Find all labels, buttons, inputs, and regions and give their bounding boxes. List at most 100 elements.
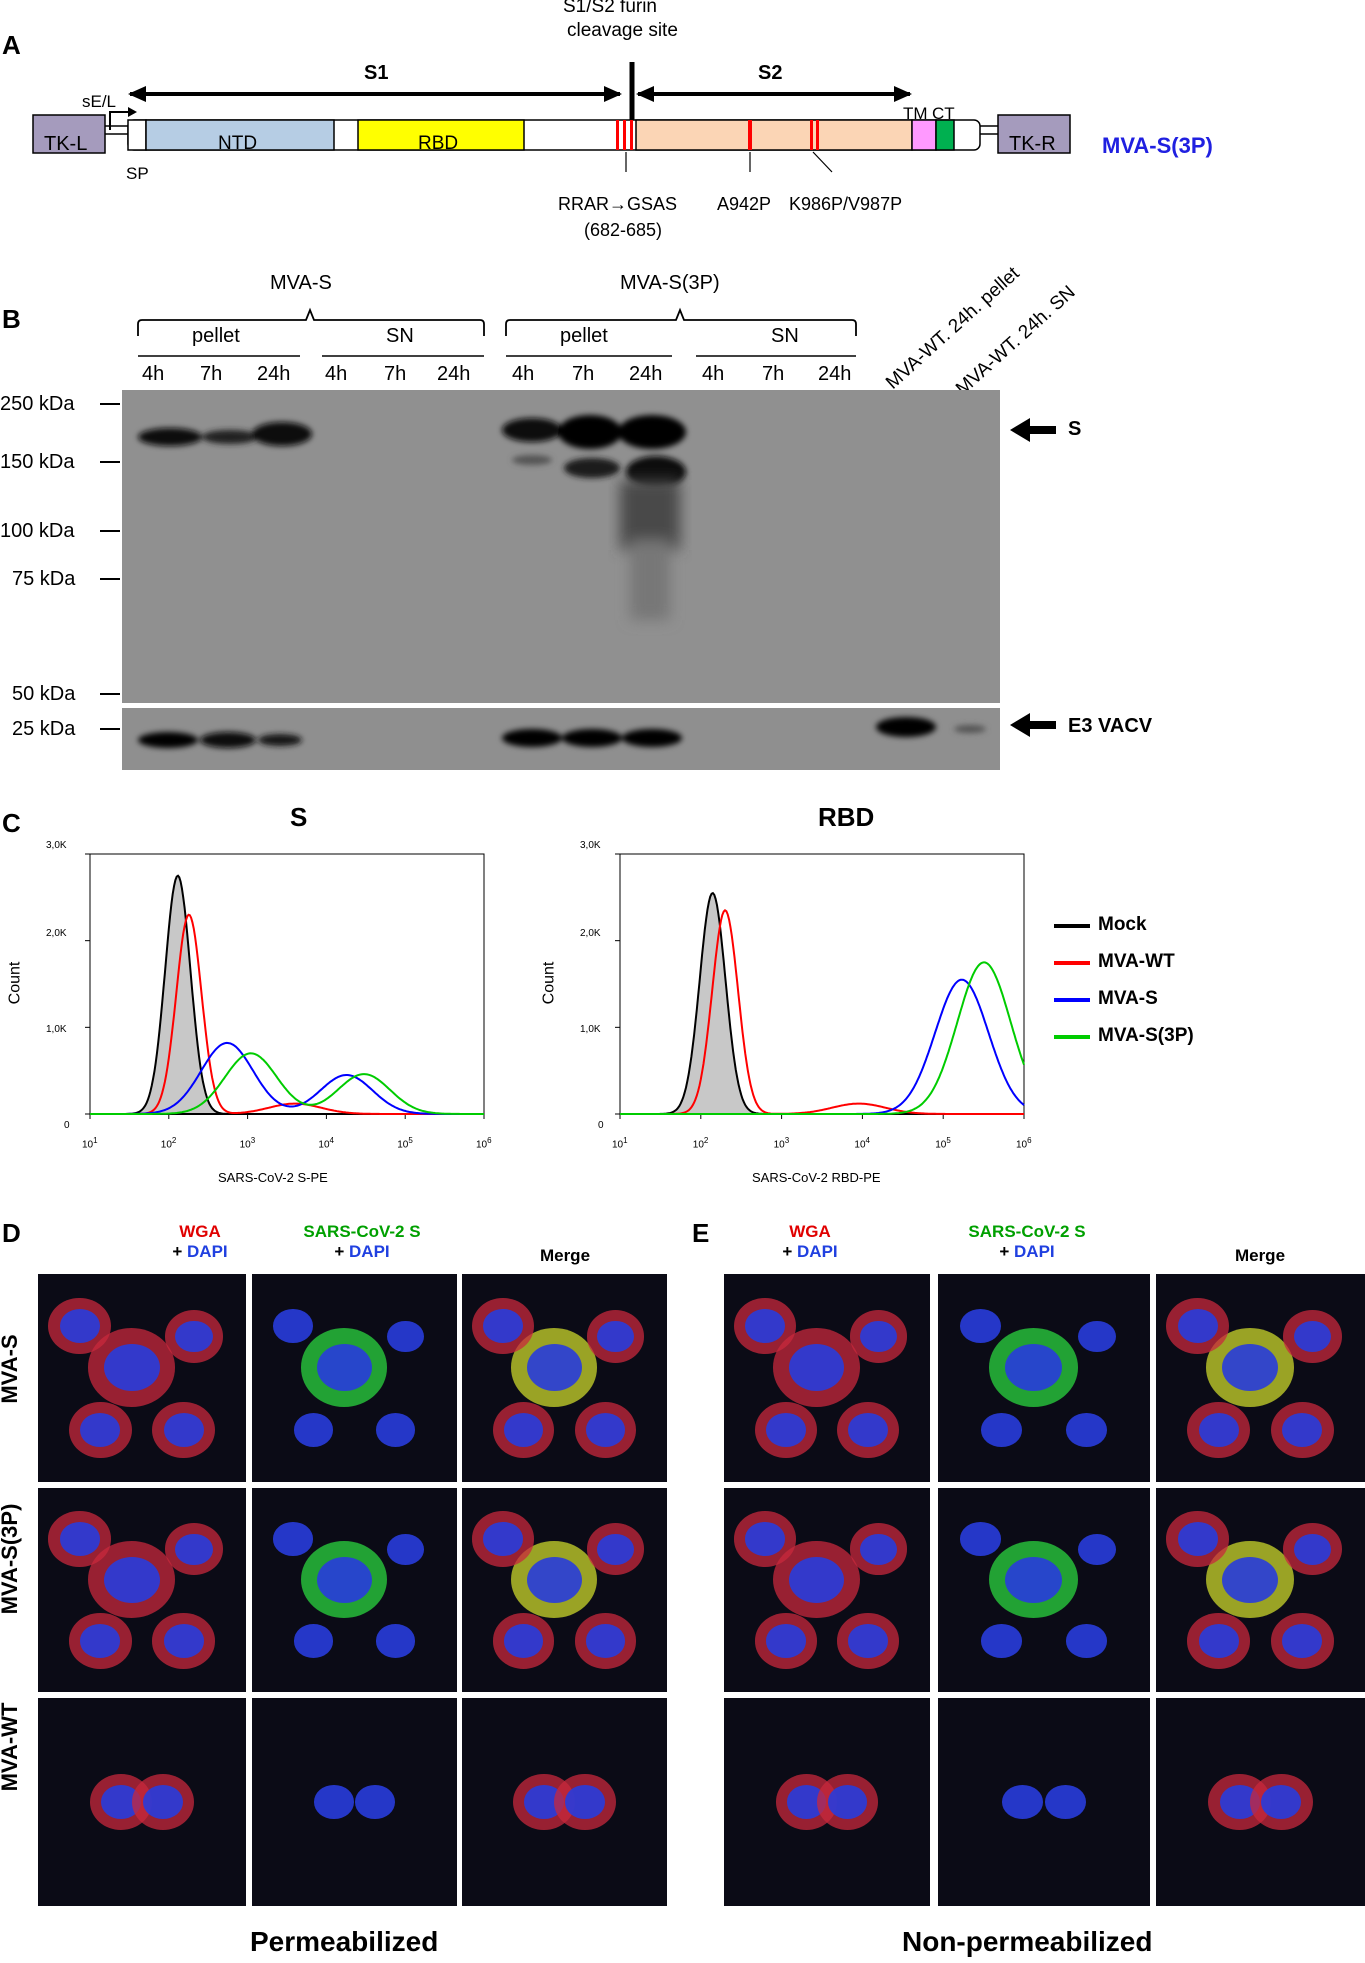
time-24h-1: 24h: [257, 363, 291, 385]
x-tick-base: 10: [160, 1139, 172, 1151]
cell-nucleus: [293, 1413, 334, 1447]
x-tick-base: 10: [476, 1139, 488, 1151]
x-tick-exp: 5: [408, 1136, 413, 1145]
cell-nucleus: [745, 1309, 785, 1343]
western-blot: [100, 390, 1056, 770]
header-d-dapi-2: DAPI: [349, 1242, 390, 1261]
time-24h-2: 24h: [437, 363, 471, 385]
micrograph-tile: [38, 1698, 246, 1906]
x-tick-label: 102: [161, 1136, 177, 1150]
x-tick-label: 106: [1016, 1136, 1032, 1150]
cell-nucleus: [848, 1624, 888, 1658]
mutation-3-label: K986P/V987P: [789, 194, 903, 214]
time-24h-4: 24h: [818, 363, 852, 385]
cell-nucleus: [316, 1556, 372, 1603]
cell-nucleus: [1177, 1522, 1218, 1556]
cell-nucleus: [142, 1785, 183, 1819]
x-tick-label: 104: [854, 1136, 870, 1150]
cell-nucleus: [175, 1320, 213, 1353]
time-4h-3: 4h: [512, 363, 535, 385]
cleavage-label-1: S1/S2 furin: [563, 0, 657, 17]
flow-title-s: S: [290, 802, 308, 832]
cell-nucleus: [103, 1556, 160, 1603]
micrograph-tile: [462, 1488, 667, 1692]
time-4h-2: 4h: [325, 363, 348, 385]
cell-nucleus: [375, 1624, 416, 1658]
cell-nucleus: [387, 1320, 425, 1353]
row-label-mva-wt: MVA-WT: [0, 1702, 22, 1792]
time-7h-4: 7h: [762, 363, 785, 385]
micrograph-tile: [38, 1488, 246, 1692]
header-d-plus: +: [172, 1242, 183, 1261]
cell-nucleus: [1177, 1309, 1218, 1343]
x-tick-label: 103: [774, 1136, 790, 1150]
ytick-rbd-2k: 2,0K: [580, 928, 601, 939]
sp-label: SP: [126, 164, 149, 183]
x-tick-base: 10: [1016, 1139, 1028, 1151]
marker-75: 75 kDa: [12, 568, 76, 590]
cell-nucleus: [526, 1556, 582, 1603]
ytick-rbd-0: 0: [598, 1120, 604, 1131]
promoter-label: sE/L: [82, 92, 117, 111]
flow-plot-s: [82, 846, 492, 1136]
header-d-plus-2: +: [334, 1242, 345, 1261]
cell-nucleus: [1221, 1344, 1279, 1392]
x-tick-exp: 1: [93, 1136, 98, 1145]
cell-nucleus: [80, 1413, 121, 1447]
plot-frame: [619, 853, 1025, 1115]
x-tick-label: 103: [240, 1136, 256, 1150]
cell-nucleus: [80, 1624, 121, 1658]
header-e-s-text: SARS-CoV-2 S: [968, 1222, 1086, 1241]
marker-150: 150 kDa: [0, 451, 75, 473]
cell-nucleus: [355, 1785, 395, 1819]
cell-nucleus: [503, 1413, 544, 1447]
series-mva-s: [90, 1041, 484, 1115]
cell-nucleus: [314, 1785, 354, 1819]
header-e-merge: Merge: [1234, 1246, 1286, 1265]
x-tick-exp: 2: [171, 1136, 177, 1145]
header-e-plus: +: [782, 1242, 793, 1261]
time-7h-3: 7h: [572, 363, 595, 385]
cell-nucleus: [1221, 1556, 1279, 1603]
cell-nucleus: [526, 1344, 582, 1392]
micrograph-tile: [252, 1274, 457, 1482]
cell-nucleus: [1282, 1413, 1323, 1447]
panel-b-letter: B: [2, 304, 21, 334]
cell-nucleus: [1004, 1344, 1062, 1392]
x-tick-label: 104: [318, 1136, 334, 1150]
micrograph-tile: [724, 1274, 930, 1482]
legend-mva-s: MVA-S: [1098, 988, 1158, 1009]
cell-nucleus: [860, 1533, 897, 1565]
tk-l-label: TK-L: [44, 133, 88, 155]
cell-nucleus: [789, 1344, 845, 1392]
cell-nucleus: [387, 1533, 425, 1565]
marker-50: 50 kDa: [12, 683, 76, 705]
construct-diagram: [32, 62, 1071, 173]
permeabilized-label: Permeabilized: [250, 1926, 439, 1957]
pellet-label-1: pellet: [192, 325, 240, 347]
x-tick-exp: 4: [329, 1136, 334, 1145]
micrograph-tile: [1156, 1488, 1365, 1692]
cell-nucleus: [483, 1309, 523, 1343]
ytick-s-3k: 3,0K: [46, 840, 67, 851]
panel-e-letter: E: [692, 1218, 710, 1248]
micrograph-tile: [724, 1488, 930, 1692]
x-tick-base: 10: [397, 1139, 409, 1151]
legend-mva-s3p: MVA-S(3P): [1098, 1025, 1194, 1046]
band-e3-label: E3 VACV: [1068, 715, 1153, 737]
legend-mock: Mock: [1098, 914, 1147, 935]
cell-nucleus: [375, 1413, 416, 1447]
cell-nucleus: [585, 1413, 626, 1447]
header-d-s: SARS-CoV-2 S + DAPI: [272, 1222, 452, 1262]
cell-nucleus: [1282, 1624, 1323, 1658]
sn-label-2: SN: [771, 325, 799, 347]
header-e-plus-2: +: [999, 1242, 1010, 1261]
flow-xlabel-rbd: SARS-CoV-2 RBD-PE: [752, 1170, 881, 1185]
group-mva-s3p-label: MVA-S(3P): [620, 272, 720, 294]
cell-nucleus: [1198, 1413, 1239, 1447]
cell-nucleus: [293, 1624, 334, 1658]
cell-nucleus: [503, 1624, 544, 1658]
x-tick-exp: 3: [250, 1136, 256, 1145]
ytick-rbd-3k: 3,0K: [580, 840, 601, 851]
micrograph-tile: [1156, 1698, 1365, 1906]
